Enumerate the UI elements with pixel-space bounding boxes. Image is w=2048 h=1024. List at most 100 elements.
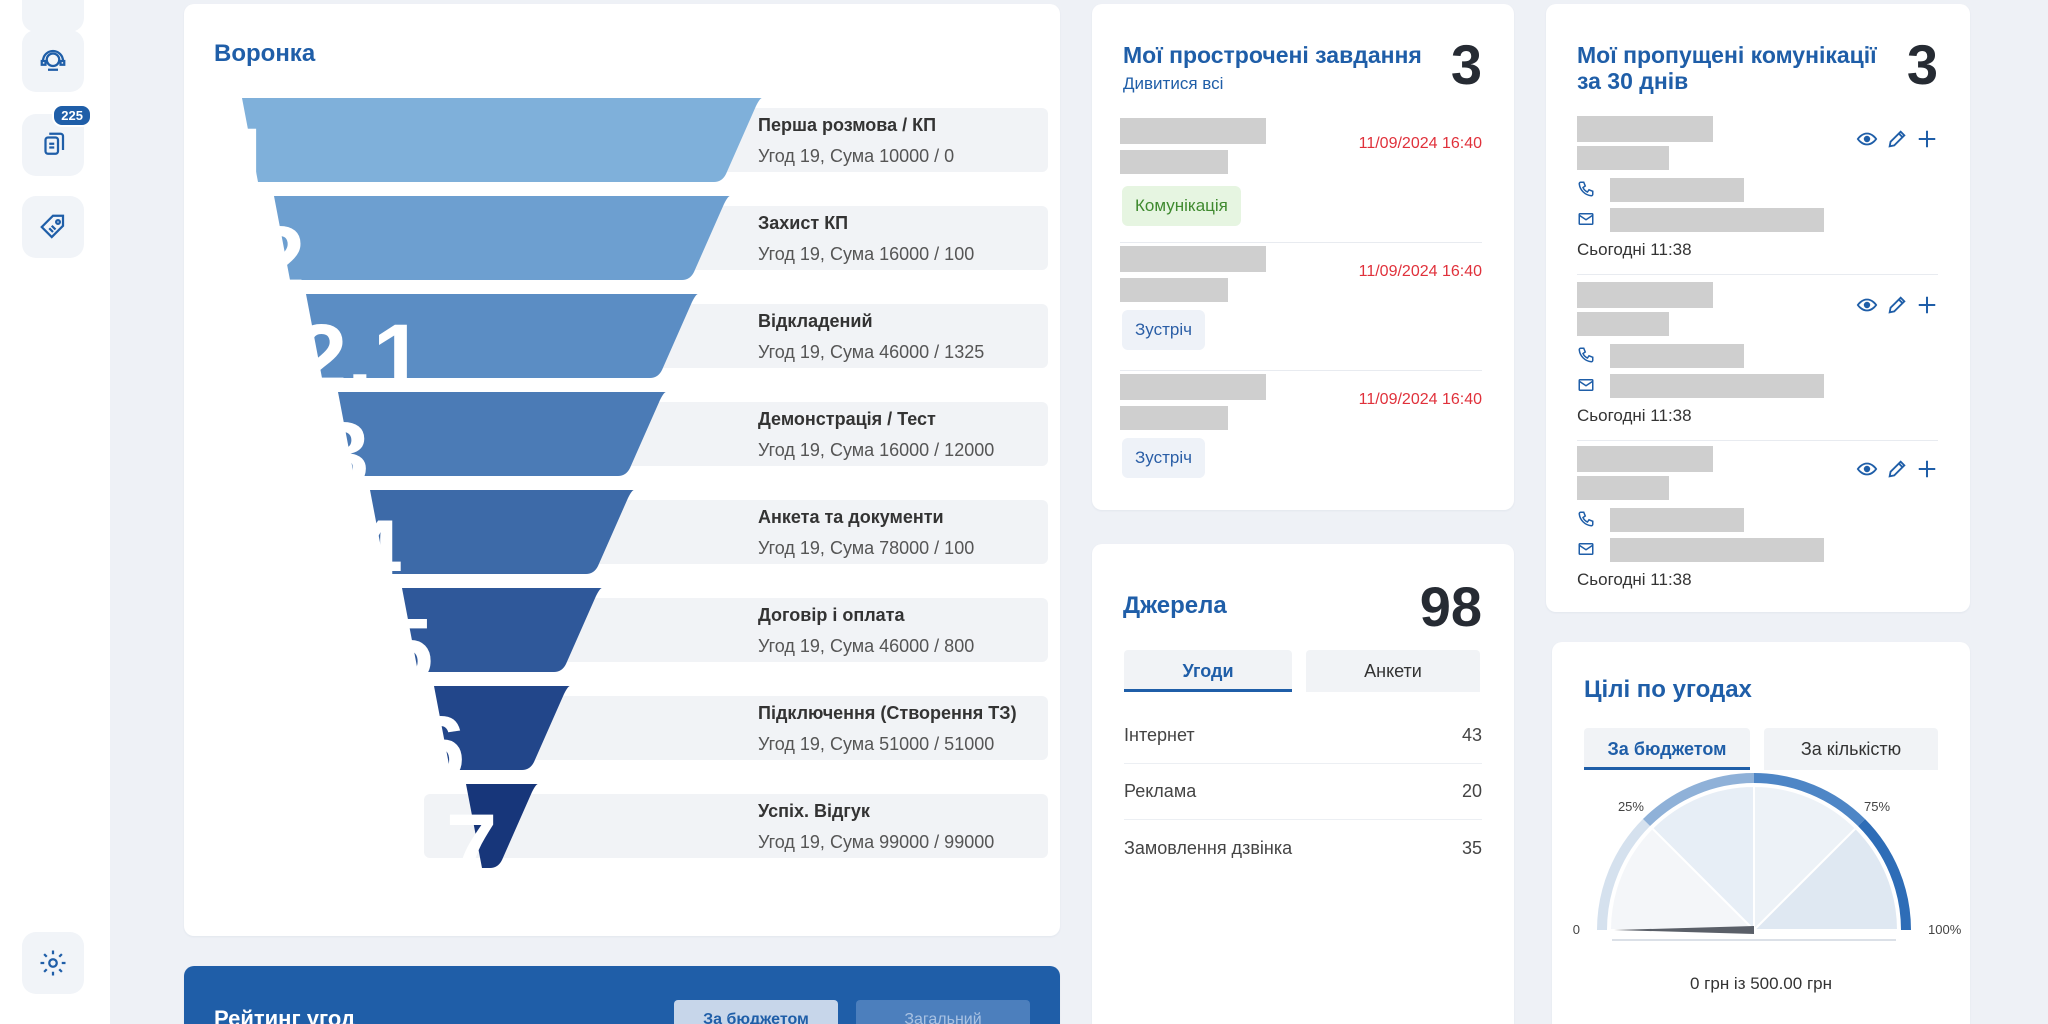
source-value: 43 bbox=[1461, 725, 1482, 745]
funnel-stage-info: Угод 19, Сума 10000 / 0 bbox=[758, 146, 954, 166]
funnel-stage-name: Анкета та документи bbox=[758, 507, 944, 527]
sidebar-item-top[interactable] bbox=[22, 0, 84, 32]
missed-title-line2: за 30 днів bbox=[1577, 68, 1689, 94]
funnel-stage-box[interactable] bbox=[520, 500, 1048, 564]
funnel-stage-band[interactable] bbox=[242, 98, 762, 182]
funnel-chart: 1 Перша розмова / КП Угод 19, Сума 10000 /… bbox=[222, 98, 1048, 898]
funnel-stage-box[interactable] bbox=[584, 304, 1048, 368]
task-type-tag: Зустріч bbox=[1122, 438, 1205, 478]
funnel-stage-name: Договір і оплата bbox=[758, 605, 905, 625]
redacted-email bbox=[1610, 374, 1824, 398]
source-row: Інтернет 43 bbox=[1124, 708, 1482, 764]
sidebar-item-tasks[interactable]: 225 bbox=[22, 104, 92, 176]
source-value: 35 bbox=[1461, 837, 1482, 858]
funnel-stage-band[interactable] bbox=[370, 490, 634, 574]
task-due-date: 11/09/2024 16:40 bbox=[1358, 263, 1482, 280]
divider bbox=[1577, 440, 1938, 441]
funnel-stage-number: 2 bbox=[254, 208, 305, 310]
missed-time: Сьогодні 11:38 bbox=[1577, 406, 1692, 425]
funnel-stage-band[interactable] bbox=[338, 392, 666, 476]
funnel-stage-info: Угод 19, Сума 51000 / 51000 bbox=[758, 734, 994, 754]
source-label: Реклама bbox=[1124, 781, 1197, 801]
mail-icon bbox=[1577, 210, 1595, 233]
funnel-stage-box[interactable] bbox=[552, 402, 1048, 466]
funnel-stage-info: Угод 19, Сума 16000 / 100 bbox=[758, 244, 974, 264]
gauge-tick-label: 0 bbox=[1573, 922, 1580, 937]
sources-tab-deals[interactable]: Угоди bbox=[1124, 650, 1292, 692]
goals-card: Цілі по угодах За бюджетом За кількістю … bbox=[1552, 642, 1970, 1024]
redacted-task-subtitle bbox=[1120, 406, 1228, 430]
goal-gauge: 025%50%75%100% bbox=[1573, 773, 1962, 941]
sources-title: Джерела bbox=[1123, 592, 1227, 619]
source-row: Реклама 20 bbox=[1124, 764, 1482, 820]
funnel-stage-name: Захист КП bbox=[758, 213, 848, 233]
missed-card: Мої пропущені комунікації за 30 днів 3 С… bbox=[1546, 4, 1970, 612]
funnel-title: Воронка bbox=[214, 40, 316, 67]
tasks-badge: 225 bbox=[52, 104, 92, 127]
goals-tab-budget[interactable]: За бюджетом bbox=[1584, 728, 1750, 770]
funnel-stage-band[interactable] bbox=[274, 196, 730, 280]
support-icon bbox=[40, 49, 66, 71]
missed-time: Сьогодні 11:38 bbox=[1577, 570, 1692, 589]
view-icon[interactable] bbox=[1856, 128, 1878, 155]
mail-icon bbox=[1577, 376, 1595, 399]
missed-time: Сьогодні 11:38 bbox=[1577, 240, 1692, 259]
phone-icon bbox=[1577, 346, 1595, 369]
funnel-stage-info: Угод 19, Сума 78000 / 100 bbox=[758, 538, 974, 558]
mail-icon bbox=[1577, 540, 1595, 563]
goal-caption: 0 грн із 500.00 грн bbox=[1689, 974, 1832, 993]
edit-icon[interactable] bbox=[1886, 128, 1908, 155]
edit-icon[interactable] bbox=[1886, 458, 1908, 485]
gauge-arc bbox=[1753, 773, 1866, 827]
tag-icon bbox=[40, 214, 65, 239]
gauge-segment bbox=[1753, 784, 1858, 933]
view-icon[interactable] bbox=[1856, 458, 1878, 485]
funnel-stage-number: 5 bbox=[382, 600, 433, 702]
funnel-stage-band[interactable] bbox=[306, 294, 698, 378]
funnel-stage-name: Перша розмова / КП bbox=[758, 115, 936, 135]
overdue-count: 3 bbox=[1450, 33, 1482, 96]
redacted-contact-company bbox=[1577, 312, 1669, 336]
goals-title: Цілі по угодах bbox=[1584, 676, 1752, 703]
redacted-phone bbox=[1610, 178, 1744, 202]
view-all-link[interactable]: Дивитися всі bbox=[1123, 74, 1224, 93]
gauge-needle bbox=[1614, 926, 1754, 934]
sidebar: 225 bbox=[0, 0, 110, 1024]
funnel-stage-box[interactable] bbox=[488, 598, 1048, 662]
sources-tab-forms[interactable]: Анкети bbox=[1306, 650, 1480, 692]
source-label: Замовлення дзвінка bbox=[1124, 837, 1293, 858]
funnel-stage-number: 3 bbox=[318, 404, 369, 506]
rating-tab-total[interactable]: Загальний bbox=[856, 1000, 1030, 1024]
edit-icon[interactable] bbox=[1886, 294, 1908, 321]
sidebar-item-tags[interactable] bbox=[22, 196, 84, 258]
sidebar-item-settings[interactable] bbox=[22, 932, 84, 994]
funnel-stage-band[interactable] bbox=[466, 784, 538, 868]
rating-tab-budget[interactable]: За бюджетом bbox=[674, 1000, 838, 1024]
gauge-tick-label: 75% bbox=[1864, 799, 1890, 814]
funnel-stage-box[interactable] bbox=[424, 794, 1048, 858]
funnel-card: Воронка 1 Перша розмова / КП Угод 19, Сума… bbox=[184, 4, 1060, 936]
overdue-title: Мої прострочені завдання bbox=[1123, 42, 1422, 68]
rating-card: Рейтинг угод За бюджетом Загальний bbox=[184, 966, 1060, 1024]
add-icon[interactable] bbox=[1916, 294, 1938, 321]
funnel-stage-number: 6 bbox=[414, 698, 465, 800]
funnel-stage-band[interactable] bbox=[434, 686, 570, 770]
add-icon[interactable] bbox=[1916, 128, 1938, 155]
sources-count: 98 bbox=[1419, 575, 1482, 638]
goals-tab-count[interactable]: За кількістю bbox=[1764, 728, 1938, 770]
funnel-stage-box[interactable] bbox=[456, 696, 1048, 760]
funnel-stage-name: Успіх. Відгук bbox=[758, 801, 871, 821]
divider bbox=[1577, 274, 1938, 275]
add-icon[interactable] bbox=[1916, 458, 1938, 485]
task-type-tag: Зустріч bbox=[1122, 310, 1205, 350]
funnel-stage-info: Угод 19, Сума 16000 / 12000 bbox=[758, 440, 994, 460]
redacted-email bbox=[1610, 208, 1824, 232]
funnel-stage-box[interactable] bbox=[616, 206, 1048, 270]
sidebar-item-support[interactable] bbox=[22, 30, 84, 92]
funnel-stage-band[interactable] bbox=[402, 588, 602, 672]
source-row: Замовлення дзвінка 35 bbox=[1124, 820, 1482, 876]
redacted-contact-company bbox=[1577, 146, 1669, 170]
phone-icon bbox=[1577, 510, 1595, 533]
source-value: 20 bbox=[1461, 781, 1482, 801]
view-icon[interactable] bbox=[1856, 294, 1878, 321]
